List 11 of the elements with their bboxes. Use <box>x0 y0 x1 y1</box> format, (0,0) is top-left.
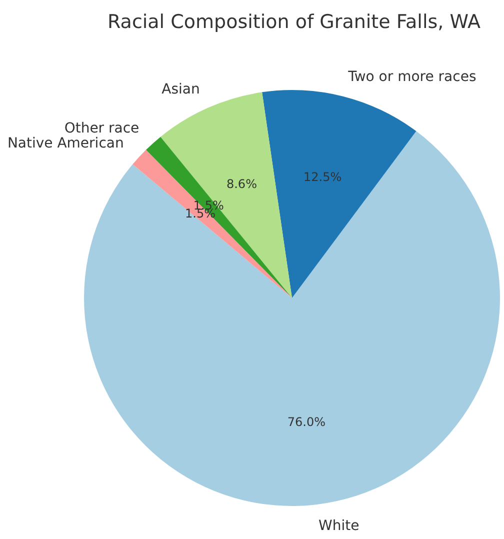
slice-label: Other race <box>64 120 140 137</box>
data-label: 12.5% <box>304 170 342 184</box>
data-label: 76.0% <box>287 415 326 430</box>
chart-title: Racial Composition of Granite Falls, WA <box>108 11 480 33</box>
slice-label: White <box>318 518 360 534</box>
pie-slice <box>262 90 416 298</box>
data-label: 8.6% <box>226 176 257 191</box>
pie-slice <box>160 92 292 298</box>
slice-label: Two or more races <box>347 69 476 86</box>
slice-label: Asian <box>162 81 200 98</box>
slice-label: Native American <box>7 136 124 152</box>
